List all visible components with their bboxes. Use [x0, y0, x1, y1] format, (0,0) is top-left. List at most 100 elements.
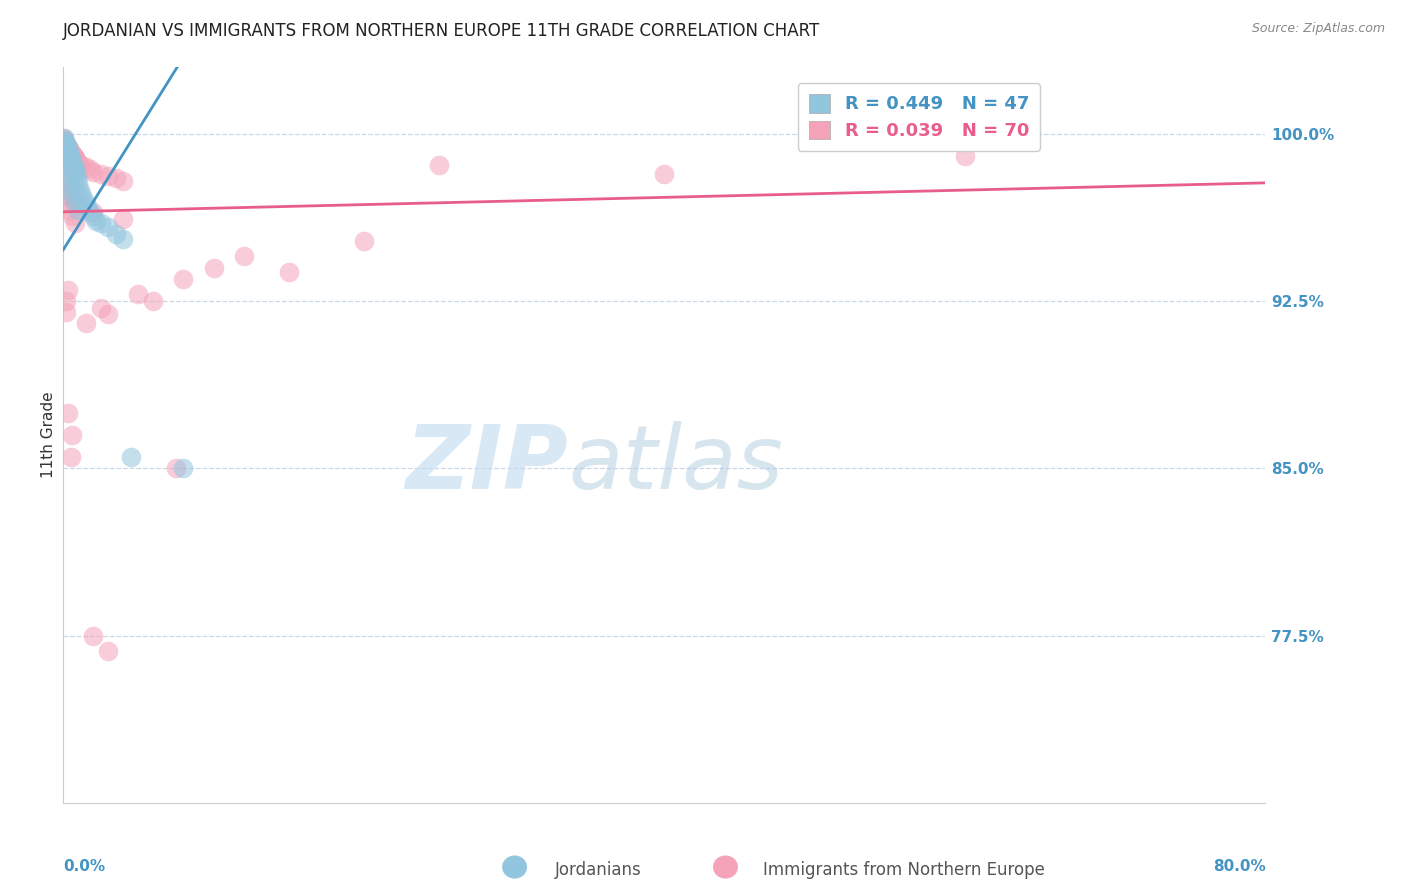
Point — [53, 133, 76, 147]
Point — [55, 161, 77, 175]
Point — [62, 194, 84, 208]
Point — [172, 271, 194, 285]
Point — [53, 146, 76, 161]
Point — [86, 213, 108, 227]
Point — [59, 151, 82, 165]
Circle shape — [714, 856, 737, 878]
Point — [53, 140, 76, 154]
Point — [53, 136, 76, 150]
Point — [66, 171, 89, 186]
Point — [55, 195, 77, 210]
Point — [56, 283, 79, 297]
Point — [53, 133, 76, 147]
Point — [59, 450, 82, 464]
Point — [79, 162, 101, 177]
Point — [60, 155, 83, 169]
Text: ZIP: ZIP — [405, 421, 568, 508]
Point — [55, 137, 77, 152]
Point — [60, 209, 83, 223]
Point — [97, 644, 120, 658]
Point — [67, 198, 90, 212]
Point — [58, 145, 80, 159]
Point — [67, 176, 90, 190]
Point — [127, 287, 149, 301]
Point — [97, 307, 120, 321]
Point — [53, 137, 76, 152]
Legend: R = 0.449   N = 47, R = 0.039   N = 70: R = 0.449 N = 47, R = 0.039 N = 70 — [797, 83, 1040, 151]
Text: JORDANIAN VS IMMIGRANTS FROM NORTHERN EUROPE 11TH GRADE CORRELATION CHART: JORDANIAN VS IMMIGRANTS FROM NORTHERN EU… — [63, 22, 821, 40]
Point — [58, 146, 80, 161]
Point — [60, 146, 83, 161]
Text: Jordanians: Jordanians — [555, 861, 643, 879]
Point — [55, 137, 77, 152]
Text: Immigrants from Northern Europe: Immigrants from Northern Europe — [763, 861, 1045, 879]
Point — [55, 140, 77, 154]
Point — [90, 216, 112, 230]
Point — [63, 151, 86, 165]
Point — [79, 204, 101, 219]
Point — [232, 249, 254, 263]
Point — [62, 149, 84, 163]
Point — [55, 137, 77, 152]
Point — [65, 153, 87, 168]
Point — [72, 191, 94, 205]
Point — [202, 260, 225, 275]
Point — [97, 220, 120, 235]
Point — [55, 140, 77, 154]
Point — [70, 186, 93, 201]
Point — [427, 158, 450, 172]
Point — [277, 265, 299, 279]
Point — [62, 194, 84, 208]
Point — [69, 182, 91, 196]
Point — [56, 142, 79, 156]
Point — [55, 136, 77, 150]
Point — [53, 153, 76, 168]
Point — [97, 169, 120, 184]
Point — [56, 140, 79, 154]
Point — [165, 461, 187, 475]
Point — [63, 162, 86, 177]
Point — [59, 149, 82, 163]
Point — [56, 140, 79, 154]
Point — [75, 161, 97, 175]
Point — [59, 180, 82, 194]
Point — [53, 131, 76, 145]
Text: 0.0%: 0.0% — [63, 858, 105, 873]
Point — [60, 427, 83, 442]
Point — [59, 182, 82, 196]
Point — [53, 131, 76, 145]
Point — [58, 142, 80, 156]
Point — [353, 234, 375, 248]
Point — [652, 167, 676, 181]
Point — [60, 186, 83, 201]
Point — [953, 149, 976, 163]
Point — [82, 204, 104, 219]
Point — [59, 145, 82, 159]
Point — [172, 461, 194, 475]
Point — [53, 136, 76, 150]
Point — [76, 200, 98, 214]
Point — [104, 171, 127, 186]
Point — [53, 189, 76, 203]
Point — [65, 216, 87, 230]
Point — [65, 167, 87, 181]
Point — [120, 450, 142, 464]
Point — [67, 202, 90, 217]
Text: atlas: atlas — [568, 421, 783, 508]
Point — [90, 301, 112, 315]
Point — [56, 140, 79, 154]
Point — [53, 136, 76, 150]
Point — [142, 293, 165, 308]
Point — [56, 171, 79, 186]
Point — [60, 153, 83, 168]
Point — [58, 202, 80, 217]
Point — [70, 158, 93, 172]
Circle shape — [503, 856, 526, 878]
Y-axis label: 11th Grade: 11th Grade — [41, 392, 56, 478]
Point — [55, 293, 77, 308]
Point — [56, 167, 79, 181]
Point — [60, 186, 83, 201]
Point — [58, 176, 80, 190]
Point — [62, 158, 84, 172]
Point — [75, 316, 97, 330]
